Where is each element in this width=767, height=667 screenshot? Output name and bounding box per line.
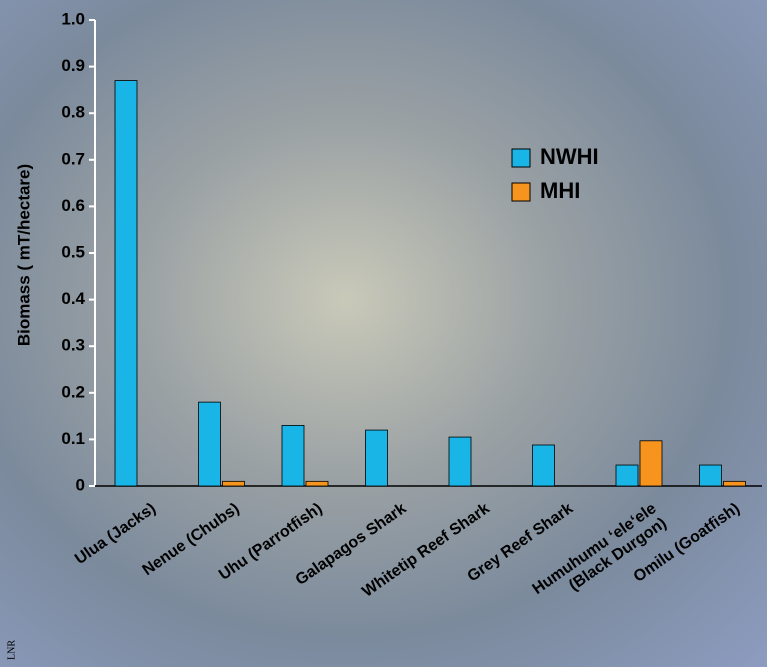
y-axis-label: Biomass ( mT/hectare) (14, 164, 33, 346)
y-tick-label: 0.1 (61, 429, 85, 448)
bar (305, 480, 329, 487)
legend-label: MHI (540, 178, 580, 203)
y-tick-label: 0.4 (61, 289, 85, 308)
bar (532, 444, 555, 487)
bar (281, 425, 305, 487)
legend-swatch (511, 182, 531, 202)
bar (699, 464, 722, 487)
y-tick-label: 0.5 (61, 242, 85, 261)
legend-swatch (511, 148, 531, 168)
y-tick-label: 0.9 (61, 56, 85, 75)
bar (639, 440, 663, 487)
bar (365, 429, 388, 487)
y-tick-label: 0 (76, 475, 85, 494)
y-tick-label: 0.6 (61, 196, 85, 215)
bar (114, 80, 138, 487)
legend-label: NWHI (540, 144, 599, 169)
y-tick-label: 0.7 (61, 149, 85, 168)
bar (448, 436, 472, 487)
y-tick-label: 0.2 (61, 382, 85, 401)
bar (222, 480, 245, 487)
bar (615, 464, 639, 487)
y-tick-label: 0.8 (61, 103, 85, 122)
bar (198, 401, 221, 487)
y-tick-label: 0.3 (61, 336, 85, 355)
y-tick-label: 1.0 (61, 9, 85, 28)
credit: LNR (6, 640, 17, 660)
bar (723, 480, 746, 487)
